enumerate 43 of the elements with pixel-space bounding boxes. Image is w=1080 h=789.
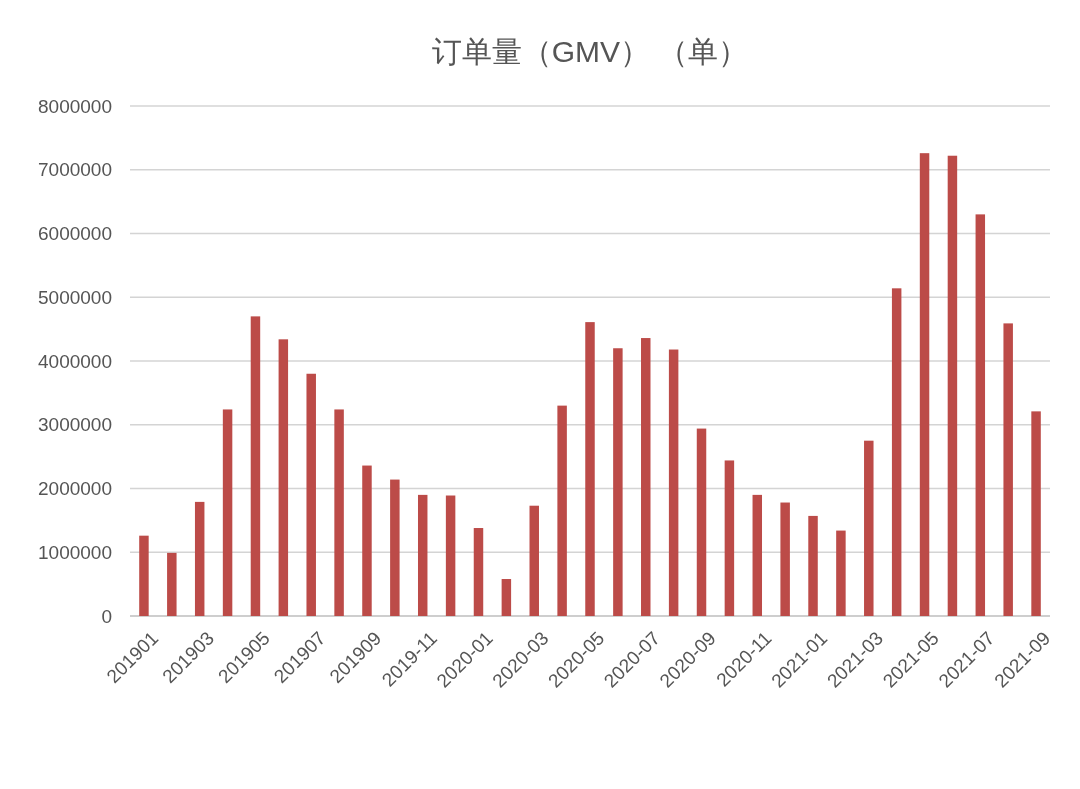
bar bbox=[1003, 323, 1013, 616]
bar bbox=[501, 579, 512, 616]
bar bbox=[780, 502, 790, 616]
y-tick-label: 7000000 bbox=[38, 159, 112, 181]
bar bbox=[250, 316, 261, 616]
bar bbox=[222, 409, 233, 616]
y-tick-label: 5000000 bbox=[38, 286, 112, 308]
y-tick-label: 0 bbox=[101, 605, 112, 627]
bar bbox=[613, 348, 623, 616]
bar bbox=[808, 515, 818, 616]
bar bbox=[417, 494, 428, 616]
bar bbox=[390, 479, 400, 616]
bar bbox=[362, 465, 372, 616]
bar bbox=[194, 501, 205, 616]
bar bbox=[864, 440, 874, 616]
bar bbox=[891, 288, 902, 616]
y-tick-label: 8000000 bbox=[38, 95, 112, 117]
bar bbox=[668, 349, 679, 616]
y-tick-label: 2000000 bbox=[38, 478, 112, 500]
y-tick-label: 6000000 bbox=[38, 223, 112, 245]
bar bbox=[306, 373, 316, 616]
bar bbox=[473, 528, 484, 616]
bar bbox=[1031, 411, 1041, 616]
chart-title: 订单量（GMV） （单） bbox=[431, 35, 749, 68]
bar bbox=[167, 552, 177, 616]
bar bbox=[529, 505, 539, 616]
bar bbox=[696, 428, 707, 616]
y-tick-label: 4000000 bbox=[38, 350, 112, 372]
bar bbox=[334, 409, 344, 616]
bar bbox=[445, 495, 456, 616]
bar bbox=[919, 153, 930, 616]
bar bbox=[836, 530, 846, 616]
bar bbox=[752, 494, 763, 616]
bar bbox=[139, 535, 149, 616]
bar bbox=[947, 155, 958, 616]
bar bbox=[975, 214, 986, 616]
y-tick-label: 3000000 bbox=[38, 414, 112, 436]
bar bbox=[724, 460, 735, 616]
bar bbox=[585, 322, 595, 616]
bar bbox=[641, 338, 651, 616]
bar bbox=[557, 405, 567, 616]
bar bbox=[278, 339, 289, 616]
y-tick-label: 1000000 bbox=[38, 541, 112, 563]
